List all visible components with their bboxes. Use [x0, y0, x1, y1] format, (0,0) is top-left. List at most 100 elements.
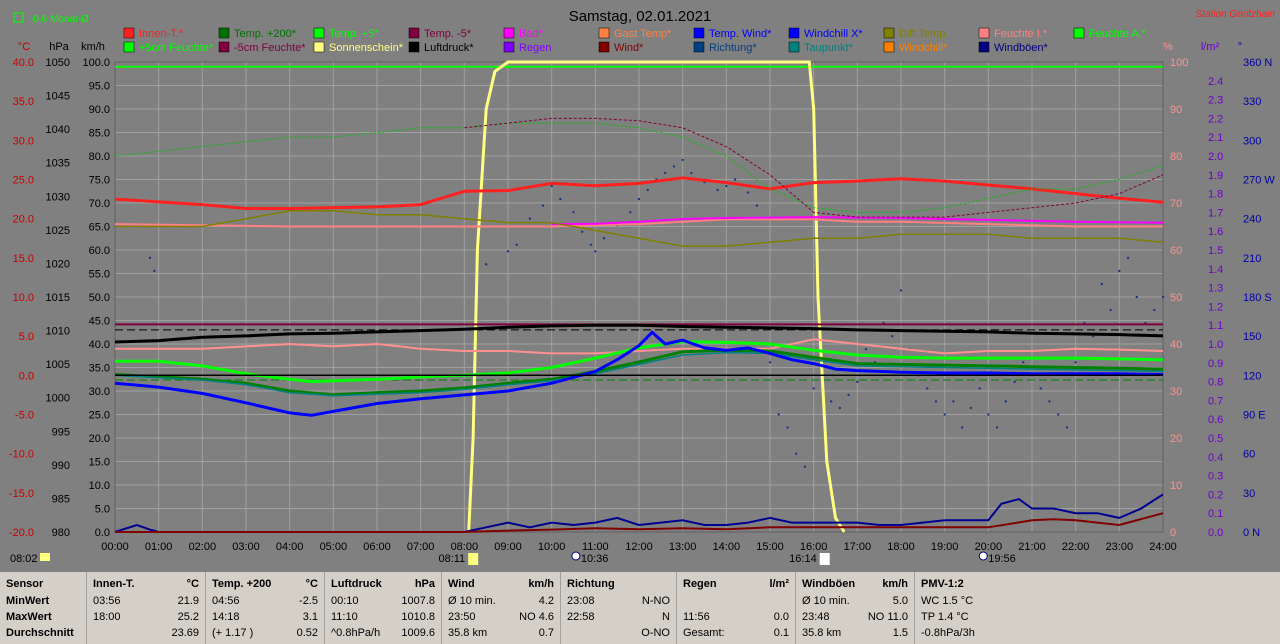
stats-pmv: PMV-1:2 WC 1.5 °C TP 1.4 °C -0.8hPa/3h — [915, 572, 1280, 644]
x-tick-label: 08:00 — [451, 541, 479, 553]
stats-time: Ø 10 min. — [448, 595, 496, 607]
statistics-panel: Sensor MinWert MaxWert Durchschnitt Inne… — [0, 572, 1280, 644]
stats-time: 00:10 — [331, 595, 359, 607]
stats-column-title: Wind km/h — [448, 578, 554, 590]
temp-axis-tick: 20.0 — [13, 214, 34, 226]
stats-row: 18:00 25.2 — [93, 611, 199, 625]
temp-axis-tick: -15.0 — [9, 488, 34, 500]
stats-time: 22:58 — [567, 611, 595, 623]
direction-point — [1161, 295, 1165, 299]
legend-swatch — [788, 27, 800, 39]
direction-axis-tick: 60 — [1243, 449, 1255, 461]
pressure-axis-tick: 1015 — [46, 292, 70, 304]
direction-point — [637, 197, 641, 201]
direction-point — [1057, 413, 1060, 416]
legend-swatch — [218, 41, 230, 53]
pressure-axis-tick: 1040 — [46, 124, 70, 136]
stats-time: 35.8 km — [448, 627, 488, 639]
legend-swatch — [978, 41, 990, 53]
legend-label: Temp. +5* — [329, 28, 380, 40]
stats-time: WC 1.5 °C — [921, 595, 974, 607]
legend-swatch — [218, 27, 230, 39]
stats-sensor-title: Sensor — [6, 578, 44, 590]
direction-point — [891, 334, 894, 338]
x-tick-label: 02:00 — [189, 541, 217, 553]
stats-value: 0.52 — [296, 627, 318, 639]
rain-axis-tick: 0.5 — [1208, 433, 1223, 445]
rain-axis-tick: 2.4 — [1208, 76, 1223, 88]
direction-point — [484, 263, 488, 266]
chart-background — [0, 0, 1280, 572]
wind-series-line — [115, 512, 1164, 533]
pressure-axis-tick: 995 — [52, 426, 70, 438]
rain-axis-tick: 1.4 — [1208, 264, 1223, 276]
series-line — [114, 330, 1164, 417]
stats-time: 03:56 — [93, 595, 121, 607]
wind-axis-tick: 35.0 — [89, 363, 110, 375]
stats-regen: Regen l/m² 11:56 0.0 Gesamt: 0.1 — [677, 572, 796, 644]
stats-time: 35.8 km — [802, 627, 842, 639]
sunset-icon — [819, 553, 830, 565]
temp-axis-tick: -10.0 — [9, 449, 34, 461]
direction-point — [581, 230, 584, 233]
direction-point — [995, 426, 999, 429]
stats-value: N-NO — [641, 595, 670, 607]
stats-row-avg: Durchschnitt — [6, 627, 74, 639]
stats-title-text: Innen-T. — [93, 578, 135, 590]
station-name: Station Göritzhain — [1196, 9, 1276, 20]
legend-label: Temp. -5* — [424, 28, 472, 40]
x-tick-label: 03:00 — [232, 541, 260, 553]
legend-label: +5cm Feuchte* — [139, 42, 214, 54]
stats-row: TP 1.4 °C — [921, 611, 1274, 625]
humidity-axis-unit: % — [1163, 41, 1173, 53]
marker-label: 10:36 — [581, 553, 609, 565]
moon-icon — [571, 551, 581, 561]
stats-row-max: MaxWert — [6, 611, 52, 623]
stats-wind: Wind km/h Ø 10 min. 4.2 23:50 NO 4.6 35.8 km 0.… — [442, 572, 561, 644]
grid-lines — [114, 61, 1164, 533]
rain-axis-tick: 0.7 — [1208, 395, 1223, 407]
direction-point — [934, 400, 938, 403]
stats-time: -0.8hPa/3h — [921, 627, 975, 639]
stats-value: 4.2 — [538, 595, 554, 607]
stats-time: 23:50 — [448, 611, 476, 623]
temp-axis-tick: 40.0 — [13, 57, 34, 69]
sunrise-icon — [468, 553, 479, 565]
series-line — [114, 348, 1164, 397]
legend-swatch — [313, 27, 325, 39]
wind-axis-tick: 90.0 — [89, 104, 110, 116]
x-tick-label: 01:00 — [145, 541, 173, 553]
legend-swatch — [503, 41, 515, 53]
x-tick-label: 12:00 — [625, 541, 653, 553]
wind-axis-tick: 20.0 — [89, 433, 110, 445]
stats-time: ^0.8hPa/h — [331, 627, 381, 639]
x-tick-label: 13:00 — [669, 541, 697, 553]
wind-axis-tick: 10.0 — [89, 480, 110, 492]
direction-point — [646, 188, 649, 192]
direction-point — [803, 465, 807, 468]
wind-axis-tick: 40.0 — [89, 339, 110, 351]
stats-time: TP 1.4 °C — [921, 611, 969, 623]
direction-point — [1022, 361, 1025, 364]
humidity-axis-tick: 80 — [1170, 151, 1182, 163]
wind-axis-tick: 0.0 — [95, 527, 110, 539]
temp-axis-tick: 30.0 — [13, 135, 34, 147]
wind-axis-tick: 85.0 — [89, 128, 110, 140]
stats-value: 0.0 — [773, 611, 789, 623]
rain-axis-tick: 1.6 — [1208, 226, 1223, 238]
rain-axis-tick: 0.0 — [1208, 527, 1223, 539]
direction-point — [572, 210, 575, 214]
stats-row-min: MinWert — [6, 595, 50, 607]
x-tick-label: 04:00 — [276, 541, 304, 553]
stats-time: 18:00 — [93, 611, 121, 623]
direction-point — [594, 250, 597, 253]
rain-axis-tick: 1.7 — [1208, 207, 1223, 219]
stats-time: 11:56 — [683, 611, 710, 623]
legend-label: Wind* — [614, 42, 644, 54]
x-tick-label: 22:00 — [1062, 541, 1090, 553]
direction-point — [847, 393, 850, 397]
stats-row: 04:56 -2.5 — [212, 595, 318, 609]
stats-value: 3.1 — [302, 611, 318, 623]
x-tick-label: 21:00 — [1018, 541, 1046, 553]
stats-row: -0.8hPa/3h — [921, 627, 1274, 641]
